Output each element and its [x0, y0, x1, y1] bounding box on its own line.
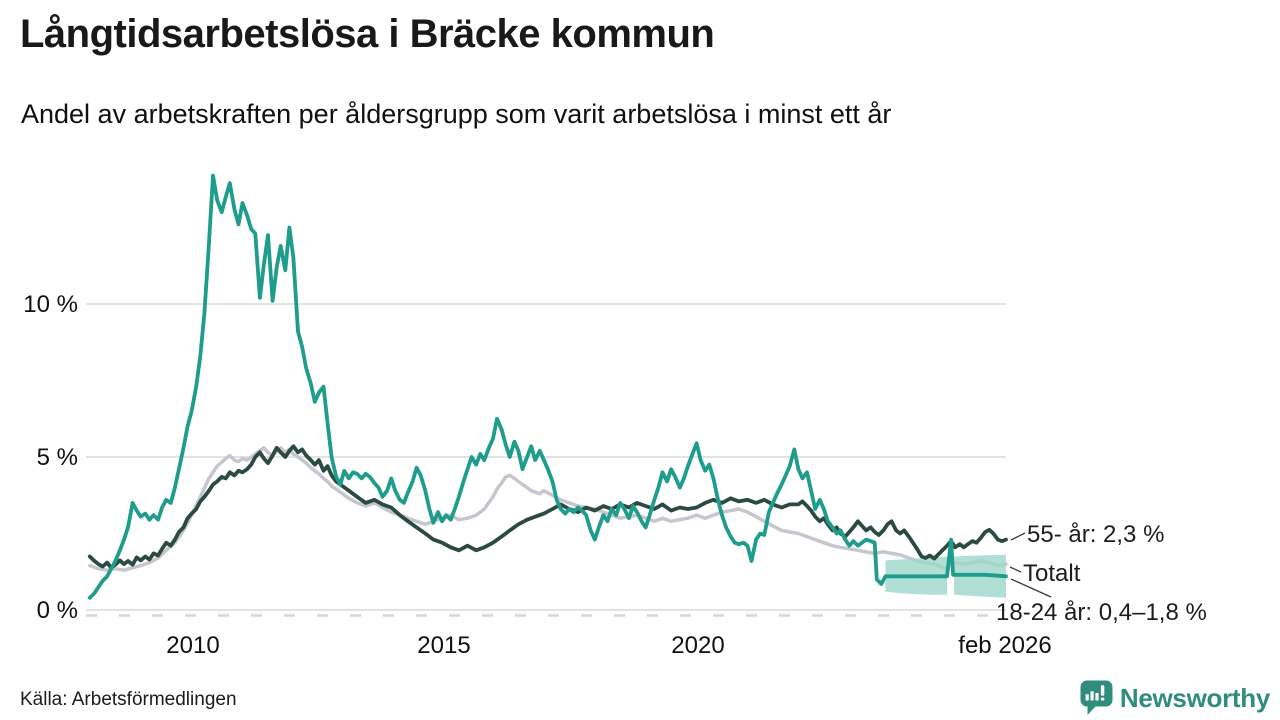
series-line-18-24	[87, 173, 1008, 600]
annotation-connector-lines	[1009, 532, 1052, 598]
series-line-totalt	[88, 446, 1008, 572]
y-tick-label-0: 0 %	[36, 597, 78, 624]
x-tick-label-feb-2026: feb 2026	[958, 632, 1052, 659]
annotation-totalt: Totalt	[1023, 560, 1081, 587]
annotation-connector	[1010, 578, 1052, 598]
chart-subtitle: Andel av arbetskraften per åldersgrupp s…	[21, 99, 892, 129]
series-line-55	[87, 444, 1008, 570]
x-tick-label-2020: 2020	[671, 632, 725, 659]
x-tick-label-2015: 2015	[417, 632, 471, 659]
newsworthy-logo: Newsworthy	[1080, 680, 1270, 716]
newsworthy-logo-icon	[1080, 680, 1113, 715]
y-tick-label-5: 5 %	[36, 444, 78, 471]
y-tick-label-10: 10 %	[23, 291, 78, 318]
gridlines	[86, 303, 1006, 611]
annotation-55-ar: 55- år: 2,3 %	[1027, 521, 1165, 548]
annotation-connector	[1009, 566, 1022, 573]
annotation-connector	[1010, 532, 1026, 541]
page-title: Långtidsarbetslösa i Bräcke kommun	[20, 12, 715, 56]
newsworthy-logo-text: Newsworthy	[1119, 682, 1270, 713]
annotation-18-24-ar: 18-24 år: 0,4–1,8 %	[996, 599, 1207, 626]
source-credit: Källa: Arbetsförmedlingen	[20, 689, 237, 710]
x-tick-label-2010: 2010	[166, 632, 220, 659]
